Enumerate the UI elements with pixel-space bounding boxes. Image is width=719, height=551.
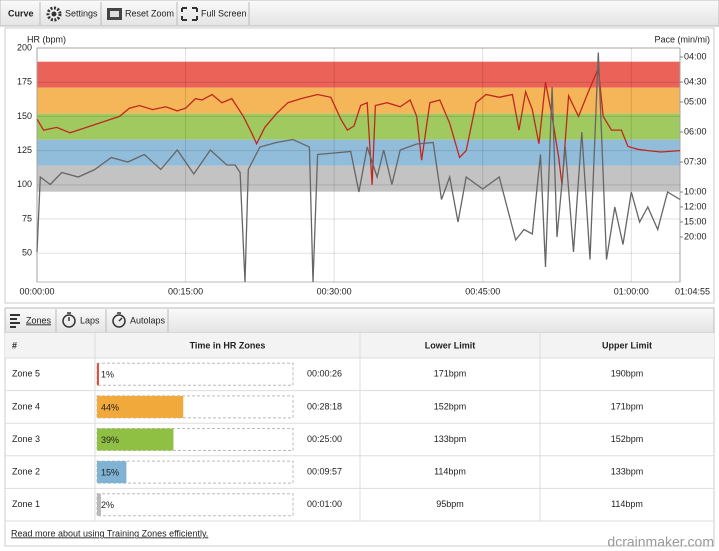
y2-tick-label: 12:00 bbox=[684, 201, 707, 211]
lower-limit: 152bpm bbox=[434, 401, 467, 411]
y-tick-label: 200 bbox=[17, 42, 32, 52]
zone-time: 00:00:26 bbox=[307, 369, 342, 379]
percent-bar bbox=[97, 493, 101, 516]
percent-label: 2% bbox=[101, 500, 114, 510]
zone-band bbox=[37, 61, 680, 88]
y2-tick-label: 05:00 bbox=[684, 96, 707, 106]
button-label: Full Screen bbox=[201, 8, 247, 18]
upper-limit: 114bpm bbox=[611, 499, 643, 509]
upper-limit: 133bpm bbox=[611, 466, 644, 476]
zone-name: Zone 5 bbox=[12, 369, 40, 379]
zone-time: 00:28:18 bbox=[307, 401, 342, 411]
tab-label: Zones bbox=[26, 315, 52, 325]
zone-name: Zone 2 bbox=[12, 466, 40, 476]
y2-tick-label: 10:00 bbox=[684, 186, 707, 196]
percent-bar bbox=[97, 395, 184, 418]
y-tick-label: 75 bbox=[22, 213, 32, 223]
upper-limit: 152bpm bbox=[611, 434, 644, 444]
watermark: dcrainmaker.com bbox=[607, 534, 714, 550]
x-tick-label: 00:45:00 bbox=[465, 286, 500, 296]
percent-bar bbox=[97, 428, 174, 451]
zone-name: Zone 3 bbox=[12, 434, 40, 444]
zone-name: Zone 1 bbox=[12, 499, 40, 509]
data-line bbox=[36, 68, 681, 185]
zone-time: 00:25:00 bbox=[307, 434, 342, 444]
y-tick-label: 125 bbox=[17, 145, 32, 155]
y2-tick-label: 04:30 bbox=[684, 76, 707, 86]
upper-limit: 171bpm bbox=[611, 401, 644, 411]
lower-limit: 95bpm bbox=[436, 499, 464, 509]
footer-link[interactable]: Read more about using Training Zones eff… bbox=[11, 528, 208, 538]
y-tick-label: 100 bbox=[17, 179, 32, 189]
column-header: Lower Limit bbox=[425, 340, 476, 350]
x-tick-label: 00:15:00 bbox=[168, 286, 203, 296]
percent-bar bbox=[97, 461, 127, 484]
tab-bar bbox=[4, 307, 715, 334]
table-body: # Time in HR Zones Lower Limit Upper Limit Z… bbox=[5, 333, 714, 522]
x-tick-label: 01:04:55 bbox=[675, 286, 710, 296]
lower-limit: 114bpm bbox=[434, 466, 466, 476]
data-line bbox=[36, 52, 681, 283]
column-header: Time in HR Zones bbox=[190, 340, 266, 350]
button-label: Settings bbox=[65, 8, 98, 18]
full-screen-button[interactable]: Full Screen bbox=[181, 7, 247, 21]
autolaps-tab[interactable]: Autolaps bbox=[112, 312, 166, 328]
y-tick-label: 50 bbox=[22, 248, 32, 258]
y2-axis-title: Pace (min/mi) bbox=[654, 34, 710, 44]
tab-label: Laps bbox=[80, 315, 100, 325]
zones-tab[interactable]: Zones bbox=[10, 314, 52, 328]
toolbar-title: Curve bbox=[8, 8, 34, 18]
lower-limit: 133bpm bbox=[434, 434, 467, 444]
zone-time: 00:01:00 bbox=[307, 499, 342, 509]
percent-bar bbox=[97, 363, 99, 386]
plot-border bbox=[36, 47, 681, 283]
y2-tick-label: 20:00 bbox=[684, 231, 707, 241]
y-axis-title: HR (bpm) bbox=[27, 34, 66, 44]
x-tick-label: 01:00:00 bbox=[614, 286, 649, 296]
y2-tick-label: 06:00 bbox=[684, 126, 707, 136]
y2-tick-label: 04:00 bbox=[684, 51, 707, 61]
percent-label: 44% bbox=[101, 402, 119, 412]
percent-label: 39% bbox=[101, 435, 119, 445]
percent-label: 15% bbox=[101, 467, 119, 477]
y2-tick-label: 07:30 bbox=[684, 156, 707, 166]
y-tick-label: 150 bbox=[17, 111, 32, 121]
y2-tick-label: 15:00 bbox=[684, 216, 707, 226]
tab-label: Autolaps bbox=[130, 315, 166, 325]
zone-band bbox=[37, 87, 680, 114]
zone-time: 00:09:57 bbox=[307, 466, 342, 476]
button-label: Reset Zoom bbox=[125, 8, 174, 18]
reset-zoom-button[interactable]: Reset Zoom bbox=[107, 8, 174, 20]
upper-limit: 190bpm bbox=[611, 369, 644, 379]
chart: 50 75 100 125 150 175 200 04:00 04:30 05:00 06:00 0… bbox=[17, 34, 710, 296]
lower-limit: 171bpm bbox=[434, 369, 467, 379]
zone-name: Zone 4 bbox=[12, 401, 40, 411]
column-header: Upper Limit bbox=[602, 340, 652, 350]
y-tick-label: 175 bbox=[17, 77, 32, 87]
column-header: # bbox=[12, 340, 17, 350]
laps-tab[interactable]: Laps bbox=[62, 312, 100, 328]
settings-button[interactable]: Settings bbox=[46, 6, 98, 22]
zone-band bbox=[37, 113, 680, 140]
x-tick-label: 00:30:00 bbox=[317, 286, 352, 296]
x-tick-label: 00:00:00 bbox=[19, 286, 54, 296]
zone-band bbox=[37, 139, 680, 166]
percent-label: 1% bbox=[101, 370, 114, 380]
